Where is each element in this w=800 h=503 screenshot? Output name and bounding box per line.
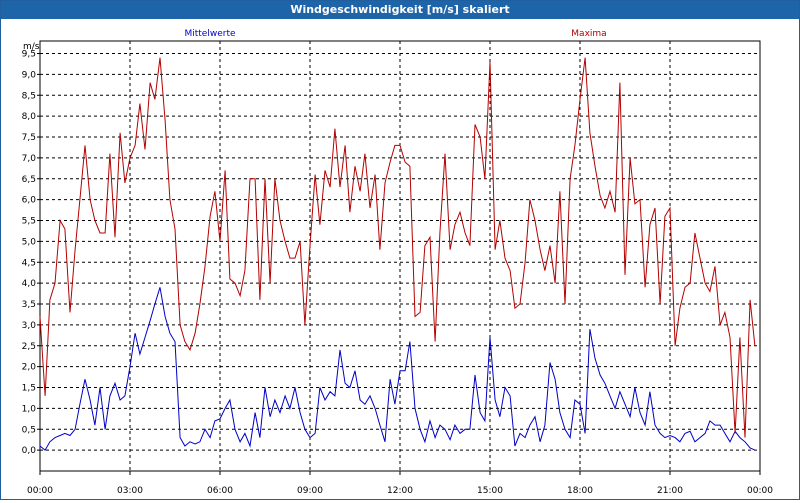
x-tick-time-label: 12:00 (387, 486, 413, 496)
chart-area: 0,0 0,5 1,0 1,5 2,0 2,5 3,0 3,5 4,0 4,5 5,0 5,5 6,0 6… (1, 19, 799, 503)
y-axis-ticks: 0,0 0,5 1,0 1,5 2,0 2,5 3,0 3,5 4,0 4,5 5,0 5,5 6,0 6… (22, 50, 40, 456)
y-tick-label: 7,5 (22, 133, 36, 143)
x-tick-time-label: 21:00 (657, 486, 683, 496)
x-tick-time-label: 06:00 (207, 486, 233, 496)
y-tick-label: 5,5 (22, 217, 36, 227)
y-tick-label: 5,0 (22, 237, 37, 247)
legend-maxima: Maxima (571, 29, 606, 39)
y-tick-label: 2,5 (22, 342, 36, 352)
y-tick-label: 2,0 (22, 363, 37, 373)
x-tick-time-label: 03:00 (117, 486, 143, 496)
series-maxima-line (39, 57, 756, 438)
y-axis-label: m/s (23, 42, 40, 52)
y-tick-label: 1,0 (22, 404, 37, 414)
y-tick-label: 7,0 (22, 154, 37, 164)
x-tick-time-label: 18:00 (567, 486, 593, 496)
y-tick-label: 4,0 (22, 279, 37, 289)
y-tick-label: 4,5 (22, 258, 36, 268)
wind-speed-chart: 0,0 0,5 1,0 1,5 2,0 2,5 3,0 3,5 4,0 4,5 5,0 5,5 6,0 6… (20, 29, 780, 503)
series-mittelwerte-line (39, 287, 756, 451)
x-tick-time-label: 15:00 (477, 486, 503, 496)
y-tick-label: 1,5 (22, 384, 36, 394)
y-tick-label: 6,0 (22, 196, 37, 206)
y-tick-label: 0,5 (22, 425, 36, 435)
legend-mittelwerte: Mittelwerte (184, 29, 235, 39)
y-tick-label: 9,5 (22, 50, 36, 60)
plot-frame (39, 40, 761, 472)
chart-title: Windgeschwindigkeit [m/s] skaliert (1, 1, 799, 19)
y-tick-label: 9,0 (22, 70, 37, 80)
x-tick-time-label: 00:00 (27, 486, 53, 496)
y-tick-label: 3,0 (22, 321, 37, 331)
x-axis-ticks: 00:0026.07.2203:0026.07.2206:0026.07.220… (20, 471, 780, 503)
y-tick-label: 8,5 (22, 91, 36, 101)
y-tick-label: 0,0 (22, 446, 37, 456)
series-lines (39, 57, 756, 451)
y-tick-label: 3,5 (22, 300, 36, 310)
y-tick-label: 6,5 (22, 175, 36, 185)
y-tick-label: 8,0 (22, 112, 37, 122)
x-tick-time-label: 09:00 (297, 486, 323, 496)
x-tick-time-label: 00:00 (747, 486, 773, 496)
grid-lines (40, 41, 760, 471)
